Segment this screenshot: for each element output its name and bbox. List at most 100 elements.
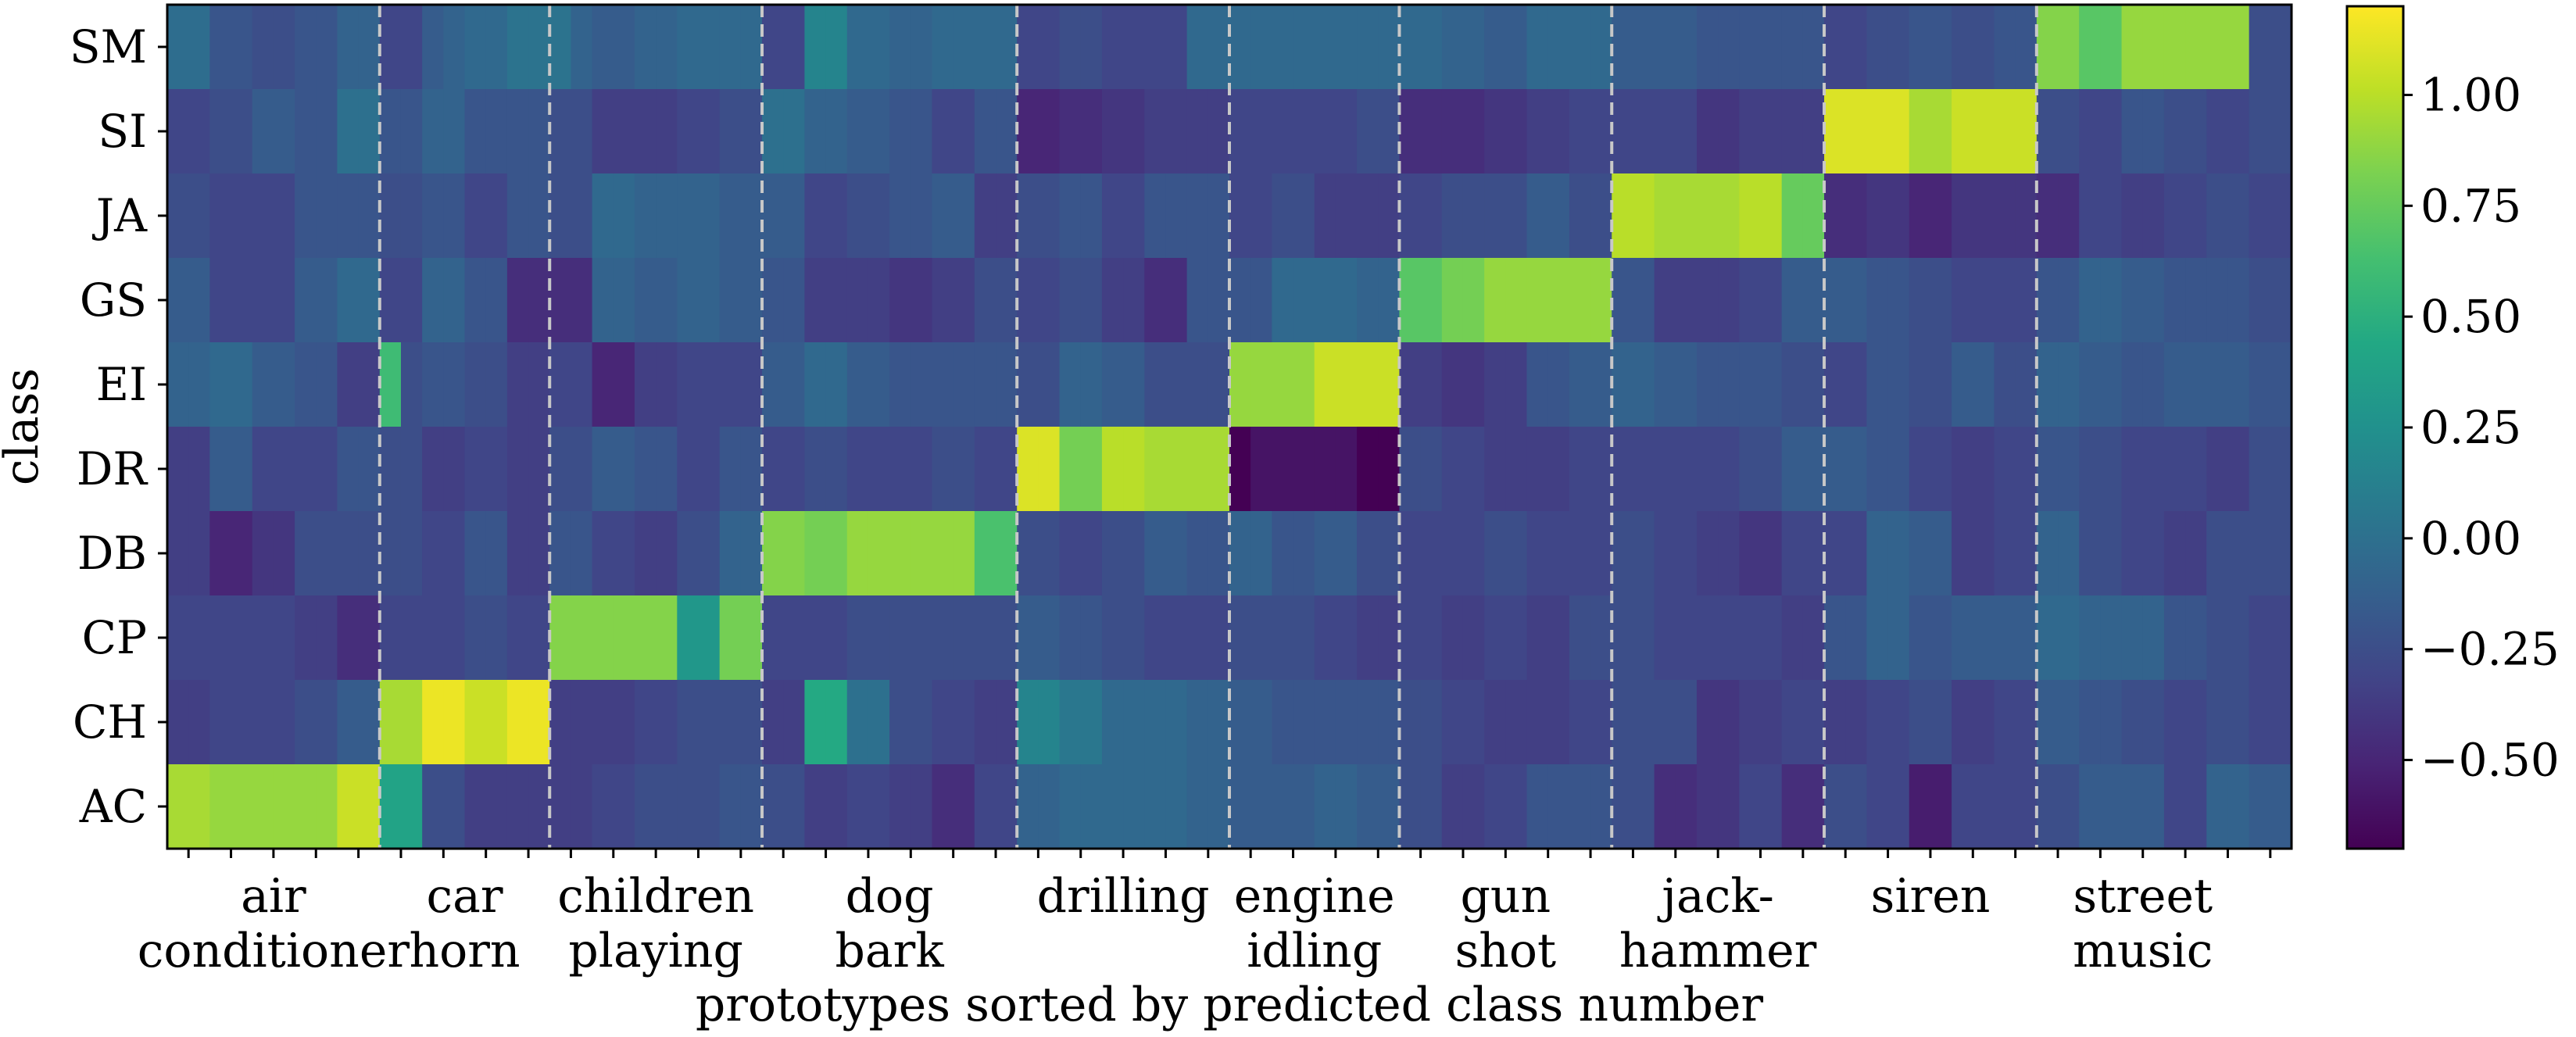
heatmap-cell — [1059, 173, 1082, 259]
heatmap-cell — [889, 342, 911, 427]
heatmap-cell — [1718, 342, 1740, 427]
heatmap-cell — [1654, 89, 1676, 174]
heatmap-cell — [911, 173, 933, 259]
heatmap-cell — [1590, 89, 1612, 174]
heatmap-cell — [2163, 511, 2186, 596]
heatmap-cell — [443, 258, 466, 343]
heatmap-cell — [846, 680, 869, 765]
heatmap-cell — [656, 5, 678, 90]
heatmap-cell — [443, 764, 466, 849]
heatmap-cell — [379, 173, 402, 259]
heatmap-cell — [2058, 764, 2080, 849]
heatmap-cell — [379, 595, 402, 681]
heatmap-cell — [1484, 511, 1506, 596]
heatmap-cell — [549, 258, 572, 343]
heatmap-cell — [825, 764, 848, 849]
heatmap-cell — [1802, 764, 1825, 849]
heatmap-cell — [868, 258, 890, 343]
heatmap-cell — [2058, 680, 2080, 765]
heatmap-cell — [1123, 764, 1145, 849]
heatmap-cell — [783, 595, 805, 681]
heatmap-cell — [295, 595, 317, 681]
heatmap-cell — [1569, 595, 1591, 681]
heatmap-cell — [740, 258, 763, 343]
heatmap-cell — [400, 595, 423, 681]
heatmap-cell — [1080, 258, 1103, 343]
group-separators — [377, 5, 2038, 849]
heatmap-cell — [1378, 89, 1401, 174]
heatmap-cell — [1781, 764, 1804, 849]
heatmap-cell — [571, 342, 593, 427]
heatmap-cell — [1633, 427, 1655, 512]
heatmap-cell — [2015, 427, 2038, 512]
heatmap-cell — [1441, 173, 1464, 259]
heatmap-cell — [1526, 680, 1549, 765]
heatmap-cell — [1612, 427, 1634, 512]
heatmap-cell — [911, 680, 933, 765]
heatmap-cell — [2270, 5, 2292, 90]
heatmap-cell — [1101, 595, 1124, 681]
heatmap-cell — [825, 258, 848, 343]
heatmap-cell — [1378, 764, 1401, 849]
heatmap-cell — [337, 680, 360, 765]
heatmap-cell — [443, 680, 466, 765]
heatmap-cell — [2100, 5, 2123, 90]
heatmap-cell — [422, 89, 444, 174]
heatmap-cell — [592, 342, 614, 427]
x-group-label: car — [426, 869, 503, 924]
heatmap-cell — [1505, 258, 1528, 343]
heatmap-cell — [2163, 595, 2186, 681]
x-group-label: dog — [846, 869, 934, 924]
heatmap-cell — [1229, 595, 1251, 681]
heatmap-cell — [634, 173, 657, 259]
heatmap-cell — [1229, 427, 1251, 512]
heatmap-cell — [974, 342, 996, 427]
heatmap-cell — [1547, 173, 1570, 259]
heatmap-cell — [209, 258, 232, 343]
heatmap-cell — [656, 342, 678, 427]
heatmap-cell — [2185, 173, 2207, 259]
heatmap-cell — [1781, 595, 1804, 681]
heatmap-cell — [1335, 173, 1358, 259]
x-group-label: conditioner — [138, 924, 410, 978]
heatmap-cell — [1272, 511, 1294, 596]
heatmap-cell — [1144, 427, 1167, 512]
heatmap-cell — [2185, 511, 2207, 596]
heatmap-cell — [1357, 680, 1379, 765]
heatmap-cell — [1059, 5, 1082, 90]
heatmap-cell — [1378, 258, 1401, 343]
heatmap-cell — [2142, 5, 2165, 90]
heatmap-cell — [1760, 89, 1783, 174]
heatmap-cell — [1080, 764, 1103, 849]
colorbar-tick-label: 0.25 — [2420, 401, 2521, 454]
heatmap-cell — [2249, 5, 2271, 90]
x-group-label: idling — [1247, 924, 1382, 978]
heatmap-cell — [231, 173, 253, 259]
heatmap-cell — [1229, 764, 1251, 849]
heatmap-cell — [1952, 427, 1973, 512]
heatmap-cell — [1229, 511, 1251, 596]
heatmap-cell — [2015, 258, 2038, 343]
heatmap-cell — [1547, 511, 1570, 596]
heatmap-cell — [2036, 342, 2059, 427]
heatmap-cell — [1696, 89, 1719, 174]
heatmap-cell — [783, 427, 805, 512]
heatmap-cell — [252, 427, 274, 512]
heatmap-cell — [868, 173, 890, 259]
heatmap-cell — [464, 427, 487, 512]
heatmap-cell — [1357, 89, 1379, 174]
heatmap-cell — [1505, 173, 1528, 259]
heatmap-cell — [1654, 342, 1676, 427]
heatmap-cell — [571, 511, 593, 596]
heatmap-cell — [1484, 764, 1506, 849]
heatmap-cell — [868, 595, 890, 681]
heatmap-cell — [316, 173, 338, 259]
heatmap-cell — [698, 258, 721, 343]
heatmap-cell — [1654, 680, 1676, 765]
y-tick-label: SI — [98, 105, 147, 158]
heatmap-cell — [1144, 173, 1167, 259]
heatmap-cell — [1739, 5, 1762, 90]
heatmap-cell — [1633, 511, 1655, 596]
x-group-label: music — [2073, 924, 2213, 978]
